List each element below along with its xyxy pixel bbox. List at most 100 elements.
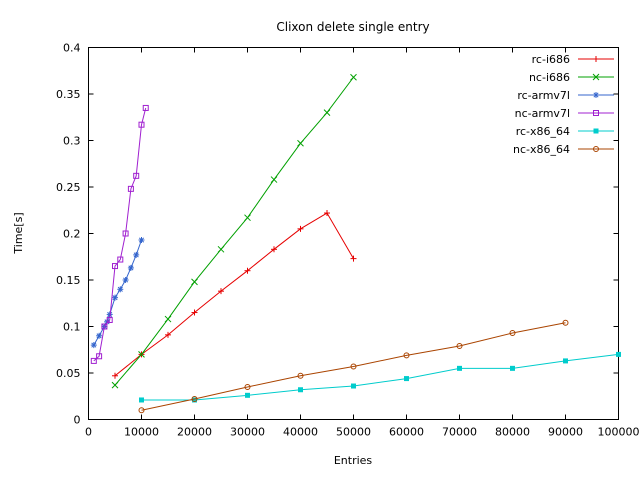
legend-entry: nc-i686 <box>529 71 614 84</box>
x-tick-label: 50000 <box>336 426 371 439</box>
marker-stroke <box>91 342 97 348</box>
marker-stroke <box>191 278 198 286</box>
marker-open-square <box>90 357 97 364</box>
marker-open-square <box>106 316 113 323</box>
marker-stroke <box>217 245 225 253</box>
series-line <box>93 107 147 362</box>
marker-stroke <box>112 295 118 301</box>
x-tick-label: 10000 <box>124 426 159 439</box>
marker-stroke <box>96 333 102 339</box>
marker-filled-square <box>404 376 409 382</box>
marker-open-square <box>142 104 149 111</box>
marker-open-circle <box>138 407 145 414</box>
marker-open-circle <box>562 319 569 326</box>
series-line <box>141 353 619 401</box>
marker-filled-square <box>139 397 144 403</box>
marker-stroke <box>107 311 113 317</box>
marker-filled-square <box>245 392 250 398</box>
marker-open-square <box>127 185 134 192</box>
series-line <box>114 212 354 377</box>
legend-entry: nc-x86_64 <box>513 143 614 156</box>
marker-stroke <box>593 92 599 98</box>
marker-open-circle <box>403 352 410 359</box>
series-nc-i686 <box>111 73 357 389</box>
y-tick-label: 0.25 <box>56 181 81 194</box>
y-tick-label: 0 <box>74 414 81 427</box>
legend-label: nc-armv7l <box>515 107 570 120</box>
marker-filled-square <box>593 128 599 134</box>
series-rc-armv7l <box>90 237 145 349</box>
x-tick-label: 30000 <box>230 426 265 439</box>
marker-open-square <box>122 230 129 237</box>
x-tick-label: 90000 <box>548 426 583 439</box>
series-nc-x86_64 <box>138 319 569 414</box>
series-rc-i686 <box>112 210 357 379</box>
marker-filled-square <box>351 383 356 389</box>
legend-label: nc-x86_64 <box>513 143 570 156</box>
marker-filled-square <box>510 365 515 371</box>
marker-filled-square <box>457 365 462 371</box>
y-tick-label: 0.2 <box>63 228 81 241</box>
marker-stroke <box>270 176 278 183</box>
y-tick-label: 0.3 <box>63 135 81 148</box>
marker-stroke <box>138 351 145 358</box>
x-tick-label: 0 <box>85 426 92 439</box>
marker-filled-square <box>192 397 197 403</box>
x-tick-label: 70000 <box>442 426 477 439</box>
y-tick-label: 0.35 <box>56 88 81 101</box>
legend-entry: rc-i686 <box>532 53 614 66</box>
marker-open-circle <box>297 372 304 379</box>
series-rc-x86_64 <box>139 351 621 403</box>
x-tick-label: 80000 <box>495 426 530 439</box>
y-axis-label: Time[s] <box>12 212 25 254</box>
marker-open-circle <box>191 396 198 403</box>
marker-open-square <box>133 172 140 179</box>
x-axis-label: Entries <box>334 454 373 467</box>
marker-filled-square <box>616 351 621 357</box>
marker-stroke <box>592 73 600 81</box>
marker-stroke <box>297 139 304 147</box>
marker-stroke <box>133 252 139 258</box>
legend-entry: rc-armv7l <box>517 89 614 102</box>
legend-label: nc-i686 <box>529 71 570 84</box>
legend-entry: nc-armv7l <box>515 107 614 120</box>
y-tick-label: 0.05 <box>56 367 81 380</box>
marker-open-circle <box>509 330 516 337</box>
x-tick-label: 60000 <box>389 426 424 439</box>
marker-filled-square <box>298 387 303 393</box>
marker-open-square <box>96 353 103 360</box>
marker-open-square <box>593 110 599 116</box>
legend-entry: rc-x86_64 <box>516 125 614 138</box>
marker-stroke <box>128 265 134 271</box>
marker-open-circle <box>244 383 251 390</box>
legend-label: rc-armv7l <box>517 89 570 102</box>
marker-stroke <box>111 381 119 389</box>
marker-open-circle <box>593 146 599 152</box>
marker-filled-square <box>563 358 568 364</box>
marker-open-square <box>112 263 118 270</box>
marker-open-square <box>138 121 145 128</box>
marker-stroke <box>323 109 331 116</box>
marker-open-square <box>117 256 124 263</box>
x-tick-label: 100000 <box>598 426 640 439</box>
chart-title: Clixon delete single entry <box>276 20 429 34</box>
marker-stroke <box>117 286 123 292</box>
series-nc-armv7l <box>90 104 149 364</box>
x-tick-label: 40000 <box>283 426 318 439</box>
marker-stroke <box>164 315 172 323</box>
plot-area: 0 10000 20000 30000 40000 50000 60000 70000 8000… <box>56 42 640 439</box>
series-line <box>114 76 354 386</box>
y-tick-label: 0.4 <box>63 42 81 55</box>
legend-label: rc-x86_64 <box>516 125 570 138</box>
marker-open-square <box>101 323 108 330</box>
series-line <box>93 239 142 346</box>
marker-stroke <box>244 214 251 222</box>
marker-open-circle <box>456 343 463 350</box>
legend: rc-i686 nc-i686 rc-armv7l nc-armv7l rc-x86_6… <box>513 53 614 156</box>
y-tick-label: 0.1 <box>63 321 81 334</box>
marker-stroke <box>138 237 145 243</box>
y-tick-label: 0.15 <box>56 274 81 287</box>
marker-stroke <box>123 277 129 283</box>
